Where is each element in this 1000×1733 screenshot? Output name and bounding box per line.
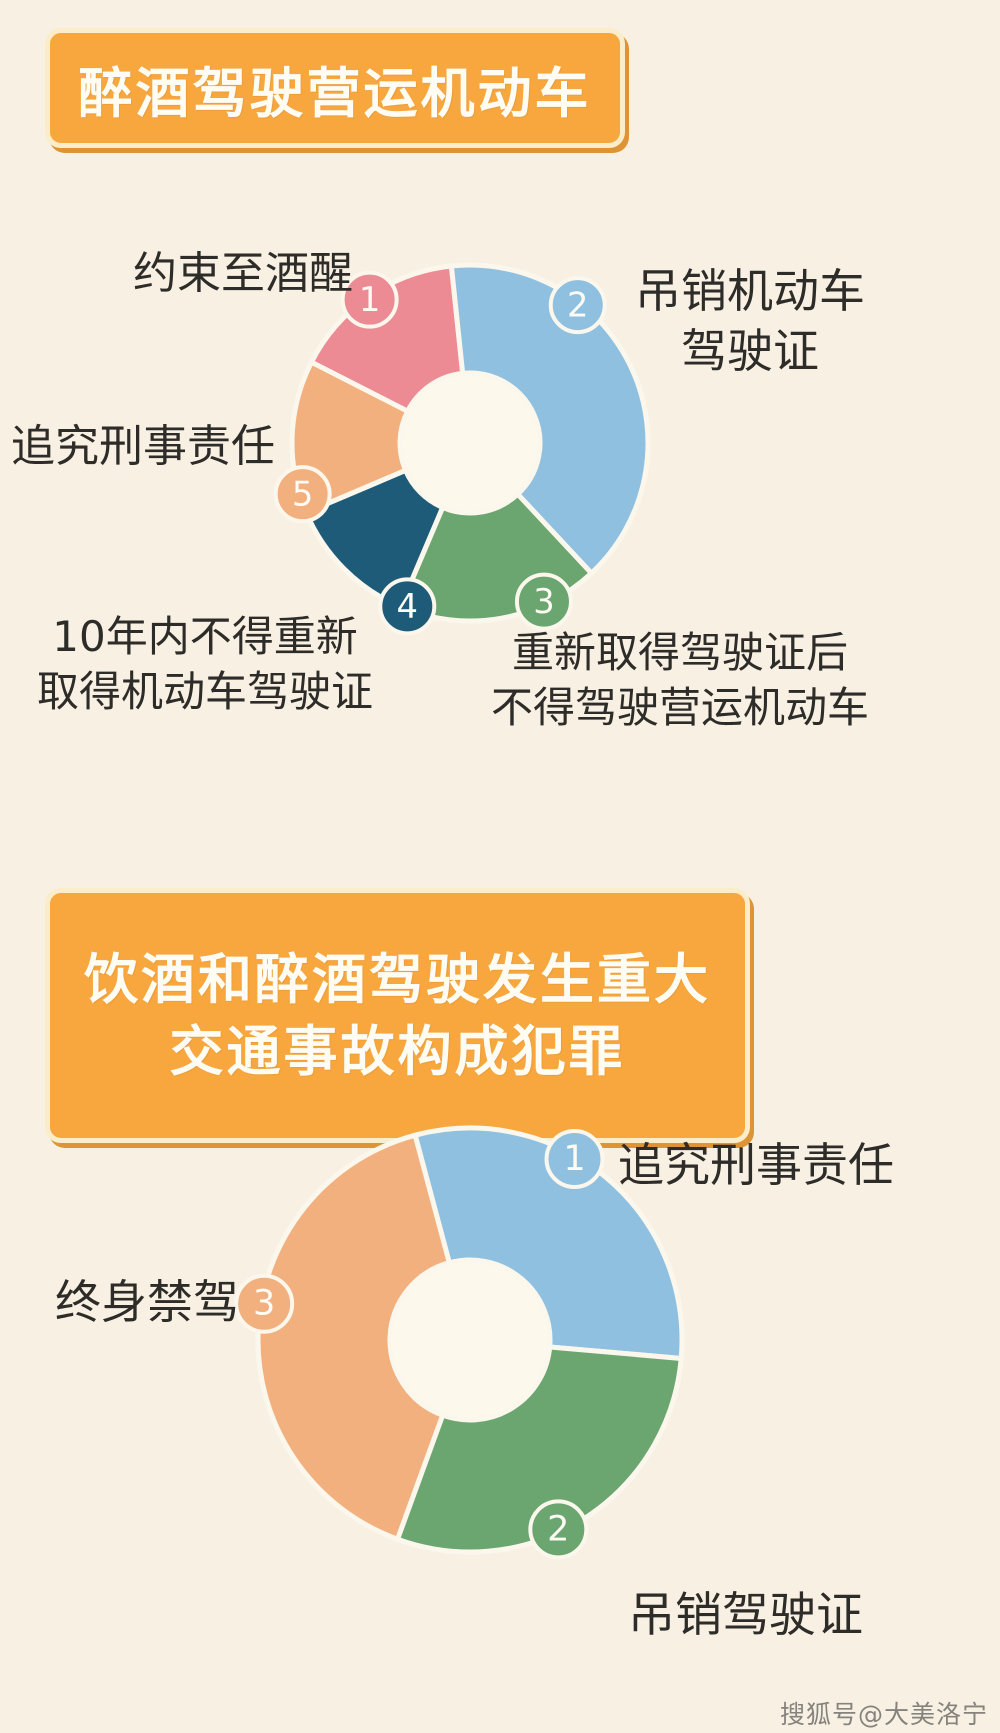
slice3-label-line2: 不得驾驶营运机动车 <box>490 682 869 732</box>
svg-text:2: 2 <box>547 1509 569 1549</box>
slice-number-badge-2: 2 <box>548 276 607 335</box>
slice-number-badge-2: 2 <box>528 1499 589 1560</box>
slice4-label-line1: 10年内不得重新 <box>52 612 358 661</box>
slice-number-badge-5: 5 <box>273 465 332 524</box>
watermark-sohu-account: 搜狐号@大美洛宁 <box>779 1700 988 1729</box>
slice5-label-criminal-liability: 追究刑事责任 <box>11 421 275 472</box>
slice3-label-line1: 重新取得驾驶证后 <box>511 628 848 677</box>
pie-slice-1 <box>412 1125 685 1361</box>
slice-number-badge-1: 1 <box>340 270 399 329</box>
svg-text:5: 5 <box>292 475 313 514</box>
slice-number-badge-4: 4 <box>378 577 437 636</box>
accident-crime-donut-chart: 1 2 3 <box>234 1125 685 1560</box>
drunk-driving-commercial-vehicle-donut-chart: 1 2 3 4 5 <box>273 262 651 636</box>
slice-number-badge-3: 3 <box>234 1273 295 1334</box>
slice1-label-criminal-liability: 追究刑事责任 <box>618 1138 894 1192</box>
slice-number-badge-1: 1 <box>544 1129 605 1190</box>
svg-text:3: 3 <box>253 1284 275 1324</box>
section2-title-line1: 饮酒和醉酒驾驶发生重大 <box>84 947 711 1011</box>
pie-slice-3 <box>255 1132 452 1542</box>
svg-text:4: 4 <box>397 587 418 626</box>
slice3-label-no-commercial-driving: 重新取得驾驶证后 不得驾驶营运机动车 <box>470 626 890 735</box>
slice4-label-ten-year-ban: 10年内不得重新 取得机动车驾驶证 <box>25 610 385 719</box>
pie-slice-1 <box>308 263 466 414</box>
section2-title-badge: 饮酒和醉酒驾驶发生重大 交通事故构成犯罪 <box>45 888 750 1143</box>
svg-text:2: 2 <box>567 286 588 325</box>
svg-text:1: 1 <box>563 1139 585 1179</box>
svg-text:1: 1 <box>359 280 380 319</box>
slice2-label-line2: 驾驶证 <box>681 323 819 378</box>
slice2-label-line1: 吊销机动车 <box>635 264 865 318</box>
slice2-label-revoke-license: 吊销驾驶证 <box>628 1588 863 1643</box>
donut-hole <box>396 369 544 517</box>
slice3-label-lifetime-driving-ban: 终身禁驾 <box>55 1275 239 1329</box>
pie-slice-2 <box>394 1344 684 1555</box>
section2-title-line2: 交通事故构成犯罪 <box>169 1019 626 1083</box>
slice-number-badge-3: 3 <box>514 572 573 631</box>
svg-text:3: 3 <box>533 582 554 621</box>
slice2-label-revoke-license: 吊销机动车 驾驶证 <box>600 262 900 382</box>
slice4-label-line2: 取得机动车驾驶证 <box>36 666 373 716</box>
section1-title: 醉酒驾驶营运机动车 <box>78 61 592 125</box>
section1-title-badge: 醉酒驾驶营运机动车 <box>45 28 625 148</box>
slice1-label-restrain-until-sober: 约束至酒醒 <box>133 248 353 299</box>
donut-hole <box>386 1256 554 1424</box>
